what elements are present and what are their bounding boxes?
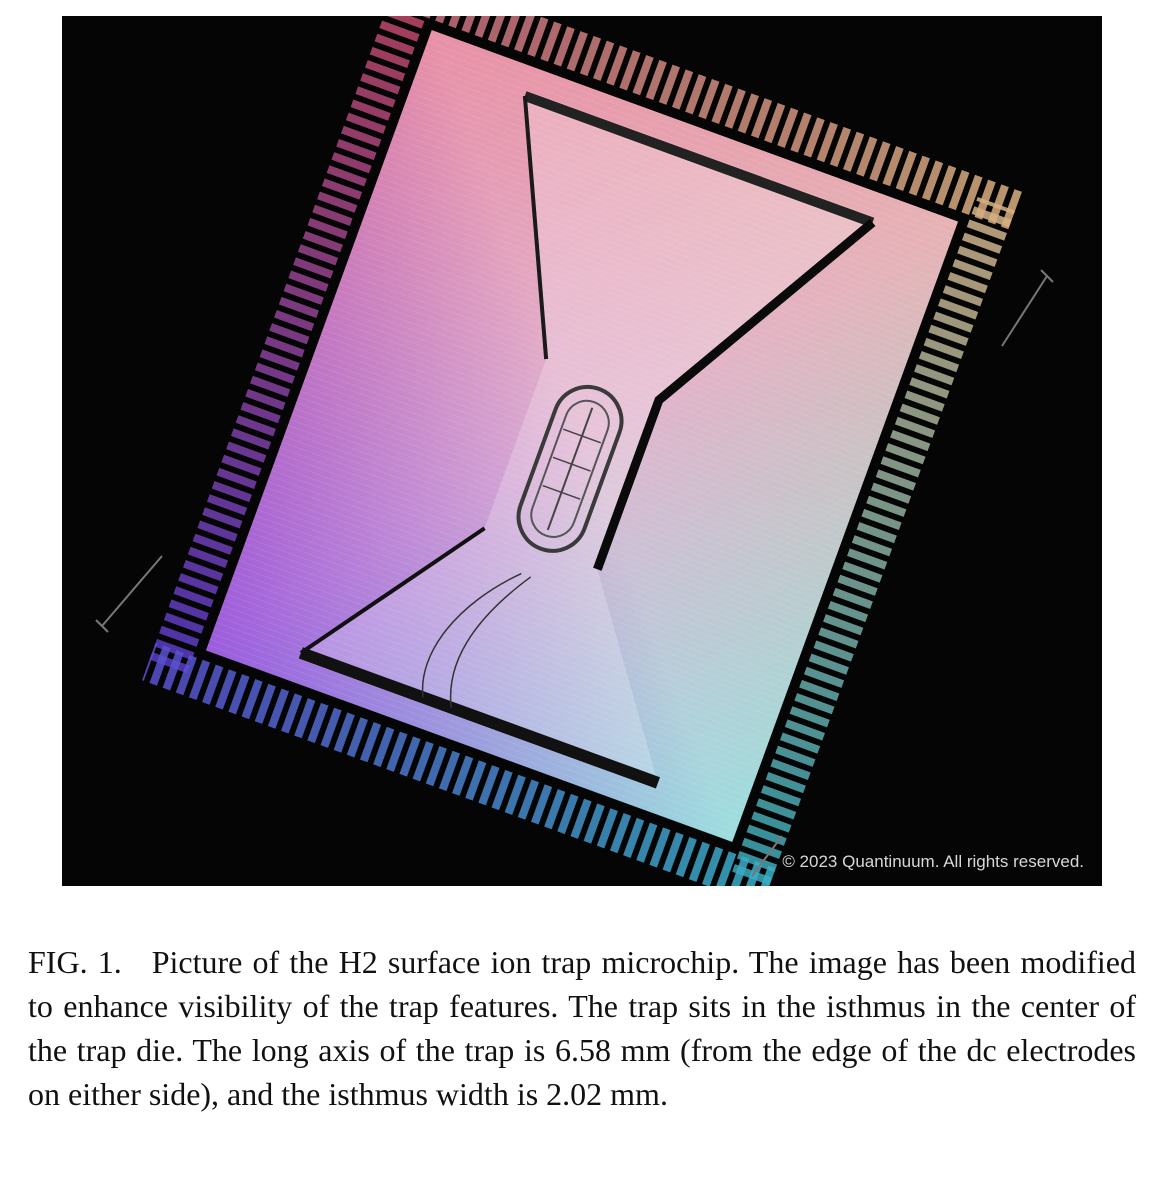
- figure-caption: FIG. 1. Picture of the H2 surface ion tra…: [28, 940, 1136, 1116]
- trap-edge-right: [593, 219, 876, 571]
- figure-label: FIG. 1.: [28, 944, 122, 980]
- chip-photo: © 2023 Quantinuum. All rights reserved.: [62, 16, 1102, 886]
- top-electrode-rail: [523, 91, 875, 228]
- chip-illustration: [95, 16, 1054, 886]
- top-bond-pads: [388, 16, 1023, 230]
- caption-text: Picture of the H2 surface ion trap micro…: [28, 944, 1136, 1112]
- bottom-bond-pads: [141, 642, 776, 886]
- bottom-electrode-rail: [298, 647, 660, 789]
- scale-bar-left: [95, 555, 163, 633]
- trap-region: [300, 95, 873, 783]
- left-bond-pads: [148, 16, 433, 676]
- right-bond-pads: [731, 196, 1016, 886]
- racetrack-trap: [516, 384, 624, 553]
- copyright-notice: © 2023 Quantinuum. All rights reserved.: [782, 852, 1084, 871]
- chip-die: [141, 16, 1023, 886]
- scale-bar-right: [751, 269, 1054, 877]
- trap-edge-left: [522, 95, 549, 360]
